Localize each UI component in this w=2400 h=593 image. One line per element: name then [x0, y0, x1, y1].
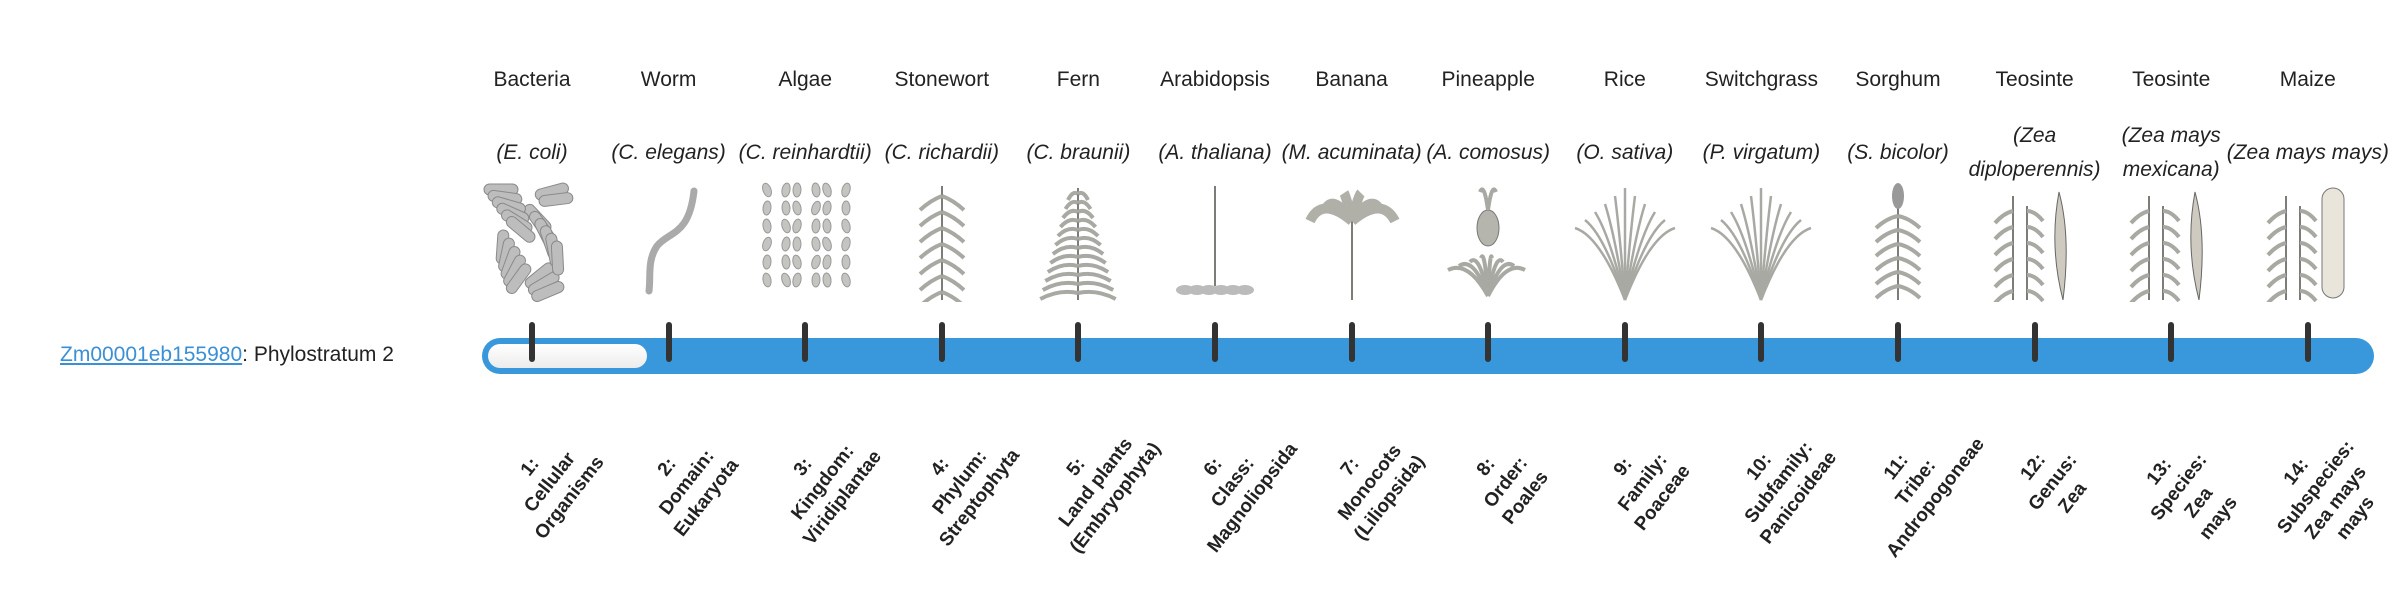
organism-common-name: Rice — [1603, 68, 1646, 91]
stratum-tick — [1075, 322, 1082, 362]
pineapple-icon — [1447, 187, 1527, 297]
stratum-tick — [938, 322, 945, 362]
organism-illustration — [1428, 176, 1548, 302]
phylostratum-label: Phylostratum 2 — [253, 343, 394, 366]
organism-scientific-name: (E. coli) — [496, 141, 568, 164]
rank-label: 11: Tribe: Andropogoneae — [1834, 392, 1998, 572]
rank-label: 13: Species: Zea mays — [2097, 397, 2280, 593]
phylostratum-bar — [482, 338, 2374, 374]
rank-label: 10: Subfamily: Panicoideae — [1698, 392, 1862, 572]
organism-scientific-name: (P. virgatum) — [1702, 141, 1821, 164]
stratum-tick — [1348, 322, 1355, 362]
organism-common-name: Stonewort — [894, 68, 990, 91]
organism-common-name: Worm — [640, 68, 697, 91]
maize-icon — [2266, 187, 2345, 305]
stratum-tick — [2168, 322, 2175, 362]
phylostratum-fill — [488, 344, 647, 368]
rank-label: 14: Subspecies: Zea mays mays — [2234, 397, 2400, 593]
rank-label: 5: Land plants (Embryophyta) — [1015, 392, 1179, 572]
organism-scientific-name: (C. richardii) — [884, 141, 999, 164]
organism-illustration — [609, 176, 729, 302]
organism-illustration — [1292, 176, 1412, 302]
stratum-tick — [665, 322, 672, 362]
organism-scientific-name: (O. sativa) — [1576, 141, 1674, 164]
organism-scientific-name: (Zea diploperennis) — [1968, 124, 2101, 181]
organism-common-name: Teosinte — [1995, 68, 2074, 91]
banana-icon — [1305, 189, 1400, 300]
rank-label: 6: Class: Magnoliopsida — [1151, 392, 1315, 572]
organism-illustration — [1975, 176, 2095, 305]
organism-illustration — [1565, 176, 1685, 302]
organism-illustration — [745, 176, 865, 302]
organism-common-name: Teosinte — [2132, 68, 2211, 91]
organism-illustration — [1155, 176, 1275, 302]
teosinte-icon — [2129, 191, 2203, 305]
organism-scientific-name: (M. acuminata) — [1281, 141, 1422, 164]
organism-common-name: Bacteria — [493, 68, 571, 91]
organism-illustration — [1701, 176, 1821, 302]
rank-label: 8: Order: Poales — [1424, 392, 1588, 572]
rank-label: 12: Genus: Zea — [1971, 392, 2135, 572]
stratum-tick — [802, 322, 809, 362]
organism-common-name: Sorghum — [1855, 68, 1941, 91]
stonewort-icon — [918, 186, 966, 308]
stratum-tick — [1758, 322, 1765, 362]
sorghum-icon — [1874, 183, 1922, 300]
teosinte-icon — [1993, 191, 2067, 305]
stratum-tick — [2031, 322, 2038, 362]
organism-scientific-name: (C. braunii) — [1026, 141, 1131, 164]
rank-label: 9: Family: Poaceae — [1561, 392, 1725, 572]
gene-label: Zm00001eb155980: Phylostratum 2 — [60, 340, 394, 370]
bacteria-icon — [483, 182, 574, 303]
organism-scientific-name: (Zea mays mexicana) — [2121, 124, 2221, 181]
organism-illustration — [2248, 176, 2368, 305]
rank-label: 2: Domain: Eukaryota — [605, 392, 769, 572]
organism-common-name: Arabidopsis — [1160, 68, 1270, 91]
organism-illustration — [472, 176, 592, 303]
organism-illustration — [1018, 176, 1138, 302]
rank-label: 7: Monocots (Liliopsida) — [1288, 392, 1452, 572]
organism-common-name: Algae — [778, 68, 833, 91]
gene-separator: : — [242, 343, 254, 366]
organism-common-name: Fern — [1056, 68, 1100, 91]
organism-scientific-name: (Zea mays mays) — [2226, 141, 2389, 164]
stratum-tick — [529, 322, 535, 362]
gene-id-link[interactable]: Zm00001eb155980 — [60, 343, 243, 366]
organism-common-name: Switchgrass — [1704, 68, 1818, 91]
organism-illustration — [882, 176, 1002, 308]
switchgrass-icon — [1710, 188, 1812, 301]
rank-label: 4: Phylum: Streptophyta — [878, 392, 1042, 572]
organism-scientific-name: (A. thaliana) — [1158, 141, 1272, 164]
arabidopsis-icon — [1176, 186, 1254, 295]
stratum-tick — [2304, 322, 2311, 362]
organism-common-name: Banana — [1315, 68, 1388, 91]
organism-illustration — [1838, 176, 1958, 302]
rank-label: 3: Kingdom: Viridiplantae — [741, 392, 905, 572]
stratum-tick — [1485, 322, 1492, 362]
stratum-tick — [1621, 322, 1628, 362]
organism-common-name: Maize — [2279, 68, 2336, 91]
fern-icon — [1039, 188, 1118, 301]
stratum-tick — [1212, 322, 1218, 362]
worm-icon — [645, 187, 698, 295]
organism-common-name: Pineapple — [1441, 68, 1535, 91]
organism-scientific-name: (A. comosus) — [1426, 141, 1551, 164]
organism-scientific-name: (C. elegans) — [611, 141, 726, 164]
organism-scientific-name: (S. bicolor) — [1847, 141, 1949, 164]
stratum-tick — [1895, 322, 1901, 362]
algae-icon — [762, 182, 851, 288]
rice-icon — [1574, 188, 1676, 301]
organism-scientific-name: (C. reinhardtii) — [738, 141, 872, 164]
organism-illustration — [2111, 176, 2231, 305]
rank-label: 1: Cellular Organisms — [468, 392, 632, 572]
